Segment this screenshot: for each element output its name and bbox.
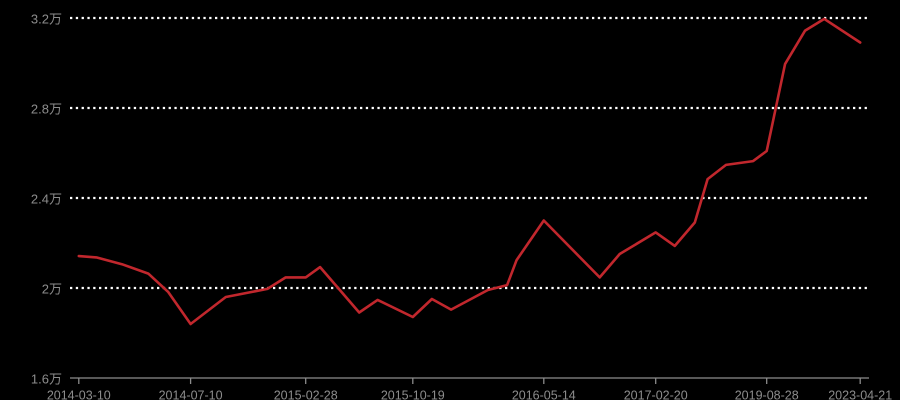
svg-text:3.2万: 3.2万 — [31, 12, 62, 27]
svg-text:2014-07-10: 2014-07-10 — [159, 389, 223, 400]
svg-text:2万: 2万 — [42, 282, 62, 297]
svg-text:2.8万: 2.8万 — [31, 102, 62, 117]
svg-text:2014-03-10: 2014-03-10 — [47, 389, 111, 400]
svg-text:2.4万: 2.4万 — [31, 192, 62, 207]
svg-text:1.6万: 1.6万 — [31, 372, 62, 387]
svg-text:2015-10-19: 2015-10-19 — [381, 389, 445, 400]
svg-text:2017-02-20: 2017-02-20 — [624, 389, 688, 400]
svg-text:2016-05-14: 2016-05-14 — [512, 389, 576, 400]
svg-text:2023-04-21: 2023-04-21 — [828, 389, 892, 400]
svg-text:2015-02-28: 2015-02-28 — [274, 389, 338, 400]
svg-text:2019-08-28: 2019-08-28 — [735, 389, 799, 400]
